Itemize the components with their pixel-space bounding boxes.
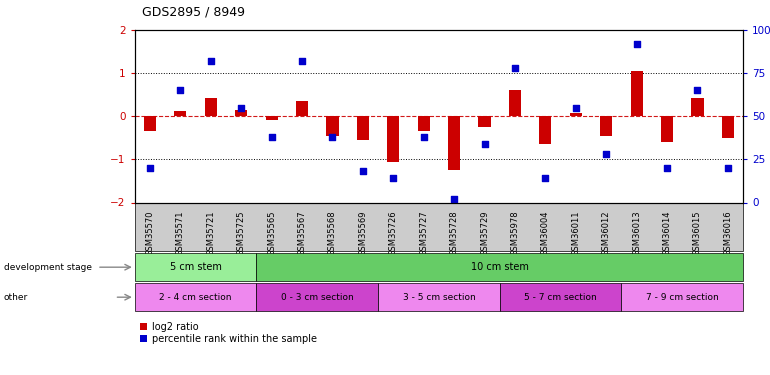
Point (448, 196, 460, 202)
Bar (417, 116, 430, 131)
Point (509, 65, 521, 71)
Text: 10 cm stem: 10 cm stem (470, 262, 529, 272)
Bar (296, 101, 308, 116)
Point (235, 105, 247, 111)
Bar (600, 116, 612, 136)
Point (691, 87, 704, 93)
Point (296, 58, 308, 64)
Bar (539, 116, 551, 144)
Bar (357, 116, 369, 140)
Bar (235, 110, 247, 116)
Bar (509, 90, 521, 116)
Bar (266, 116, 278, 120)
Text: other: other (4, 292, 28, 302)
Point (721, 165, 734, 171)
Point (570, 105, 582, 111)
Text: 3 - 5 cm section: 3 - 5 cm section (403, 292, 475, 302)
Text: 5 - 7 cm section: 5 - 7 cm section (524, 292, 597, 302)
Point (205, 58, 217, 64)
Bar (144, 116, 156, 131)
Legend: log2 ratio, percentile rank within the sample: log2 ratio, percentile rank within the s… (139, 322, 317, 344)
Text: GDS2895 / 8949: GDS2895 / 8949 (142, 6, 246, 19)
Text: 7 - 9 cm section: 7 - 9 cm section (646, 292, 718, 302)
Bar (326, 116, 339, 136)
Point (539, 176, 551, 181)
Bar (205, 98, 217, 116)
Point (357, 168, 369, 174)
Point (266, 134, 278, 140)
Point (478, 141, 490, 147)
Bar (478, 116, 490, 127)
Point (631, 41, 643, 47)
Bar (448, 116, 460, 170)
Bar (387, 116, 400, 162)
Bar (174, 111, 186, 116)
Point (387, 176, 400, 181)
Point (661, 165, 673, 171)
Bar (631, 71, 643, 116)
Point (144, 165, 156, 171)
Bar (721, 116, 734, 138)
Text: 5 cm stem: 5 cm stem (169, 262, 222, 272)
Text: 2 - 4 cm section: 2 - 4 cm section (159, 292, 232, 302)
Bar (661, 116, 673, 142)
Bar (691, 98, 704, 116)
Text: development stage: development stage (4, 263, 92, 272)
Point (174, 87, 186, 93)
Point (326, 134, 339, 140)
Text: 0 - 3 cm section: 0 - 3 cm section (281, 292, 353, 302)
Point (600, 151, 612, 157)
Bar (570, 113, 582, 116)
Point (417, 134, 430, 140)
